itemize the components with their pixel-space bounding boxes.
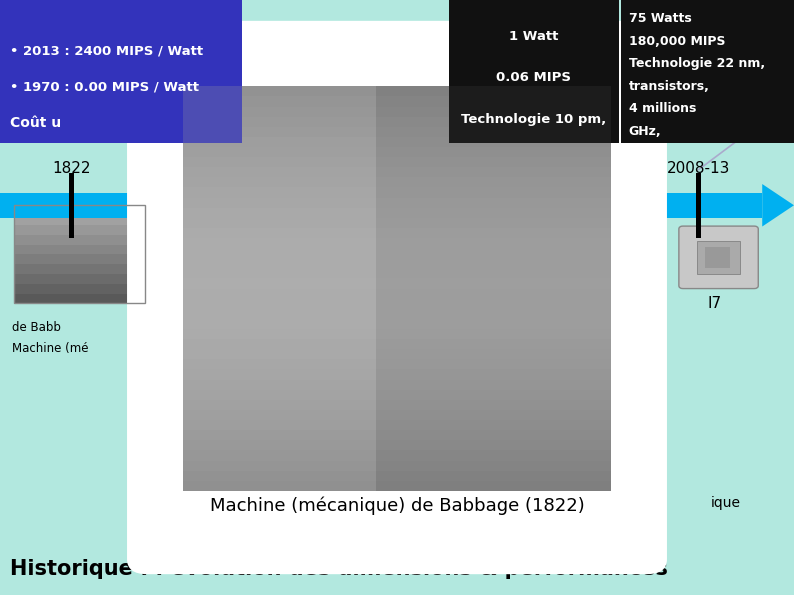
Bar bbox=[183, 440, 611, 450]
Bar bbox=[183, 208, 611, 218]
Bar bbox=[14, 274, 145, 284]
Bar bbox=[183, 187, 611, 198]
Bar bbox=[183, 380, 611, 390]
Bar bbox=[183, 157, 611, 167]
Bar bbox=[0, 0, 242, 143]
Bar bbox=[183, 430, 611, 440]
Bar bbox=[14, 234, 145, 245]
Bar bbox=[183, 218, 611, 228]
Text: 1822: 1822 bbox=[52, 161, 91, 176]
Text: Machine (mécanique) de Babbage (1822): Machine (mécanique) de Babbage (1822) bbox=[210, 496, 584, 515]
Bar bbox=[183, 107, 611, 117]
Bar bbox=[183, 390, 611, 400]
FancyBboxPatch shape bbox=[127, 21, 667, 574]
Bar bbox=[183, 329, 611, 339]
Bar bbox=[183, 228, 611, 238]
Bar bbox=[705, 247, 730, 268]
Bar bbox=[183, 461, 611, 471]
Text: Coût u: Coût u bbox=[10, 116, 60, 130]
Bar bbox=[183, 319, 611, 329]
Text: Technologie 10 pm,: Technologie 10 pm, bbox=[461, 113, 607, 126]
Bar bbox=[183, 400, 611, 410]
Text: 0.06 MIPS: 0.06 MIPS bbox=[496, 71, 572, 84]
Bar bbox=[14, 264, 145, 274]
Bar bbox=[0, 193, 147, 218]
Bar bbox=[183, 278, 611, 289]
Bar bbox=[183, 258, 611, 268]
Text: Machine (mé: Machine (mé bbox=[12, 342, 88, 355]
Text: 75 Watts: 75 Watts bbox=[629, 12, 692, 25]
Bar bbox=[376, 86, 611, 491]
Bar bbox=[183, 410, 611, 420]
Bar bbox=[183, 86, 611, 96]
Bar bbox=[14, 245, 145, 255]
Text: 1 Watt: 1 Watt bbox=[509, 30, 559, 43]
Text: Technologie 22 nm,: Technologie 22 nm, bbox=[629, 57, 765, 70]
Text: 2008-13: 2008-13 bbox=[667, 161, 730, 176]
Bar bbox=[183, 147, 611, 157]
Bar bbox=[183, 117, 611, 127]
Bar bbox=[14, 215, 145, 225]
Text: 180,000 MIPS: 180,000 MIPS bbox=[629, 35, 726, 48]
Bar bbox=[697, 241, 740, 274]
Bar bbox=[183, 127, 611, 137]
Text: de Babb: de Babb bbox=[12, 321, 61, 334]
Bar bbox=[14, 284, 145, 294]
Bar bbox=[183, 177, 611, 187]
FancyBboxPatch shape bbox=[679, 226, 758, 289]
Bar bbox=[183, 289, 611, 299]
Polygon shape bbox=[762, 184, 794, 227]
Bar bbox=[183, 450, 611, 461]
Bar bbox=[14, 225, 145, 234]
Bar bbox=[183, 339, 611, 349]
Bar bbox=[183, 359, 611, 369]
Bar bbox=[183, 471, 611, 481]
Bar bbox=[183, 137, 611, 147]
Bar bbox=[647, 193, 762, 218]
Bar bbox=[449, 0, 619, 143]
Bar bbox=[14, 293, 145, 303]
Bar bbox=[183, 96, 611, 107]
Text: I7: I7 bbox=[707, 296, 722, 311]
Text: GHz,: GHz, bbox=[629, 125, 661, 138]
Bar bbox=[183, 167, 611, 177]
Text: • 2013 : 2400 MIPS / Watt: • 2013 : 2400 MIPS / Watt bbox=[10, 45, 202, 58]
Bar bbox=[69, 173, 74, 238]
Bar bbox=[14, 254, 145, 264]
Bar bbox=[183, 299, 611, 309]
Bar bbox=[183, 481, 611, 491]
Bar bbox=[183, 369, 611, 380]
Bar bbox=[621, 0, 794, 143]
Bar bbox=[183, 349, 611, 359]
Bar bbox=[696, 173, 701, 238]
Bar bbox=[183, 198, 611, 208]
Bar bbox=[14, 205, 145, 303]
Text: transistors,: transistors, bbox=[629, 80, 710, 93]
Bar bbox=[183, 248, 611, 258]
Bar bbox=[183, 238, 611, 248]
Bar bbox=[183, 420, 611, 430]
Text: Historique : l’évolution des dimensions & performances: Historique : l’évolution des dimensions … bbox=[10, 558, 668, 579]
Text: 4 millions: 4 millions bbox=[629, 102, 696, 115]
Text: • 1970 : 0.00 MIPS / Watt: • 1970 : 0.00 MIPS / Watt bbox=[10, 80, 198, 93]
Bar bbox=[183, 309, 611, 319]
Bar bbox=[183, 268, 611, 278]
Bar bbox=[183, 86, 376, 491]
Bar bbox=[14, 205, 145, 215]
Text: ique: ique bbox=[711, 496, 741, 510]
